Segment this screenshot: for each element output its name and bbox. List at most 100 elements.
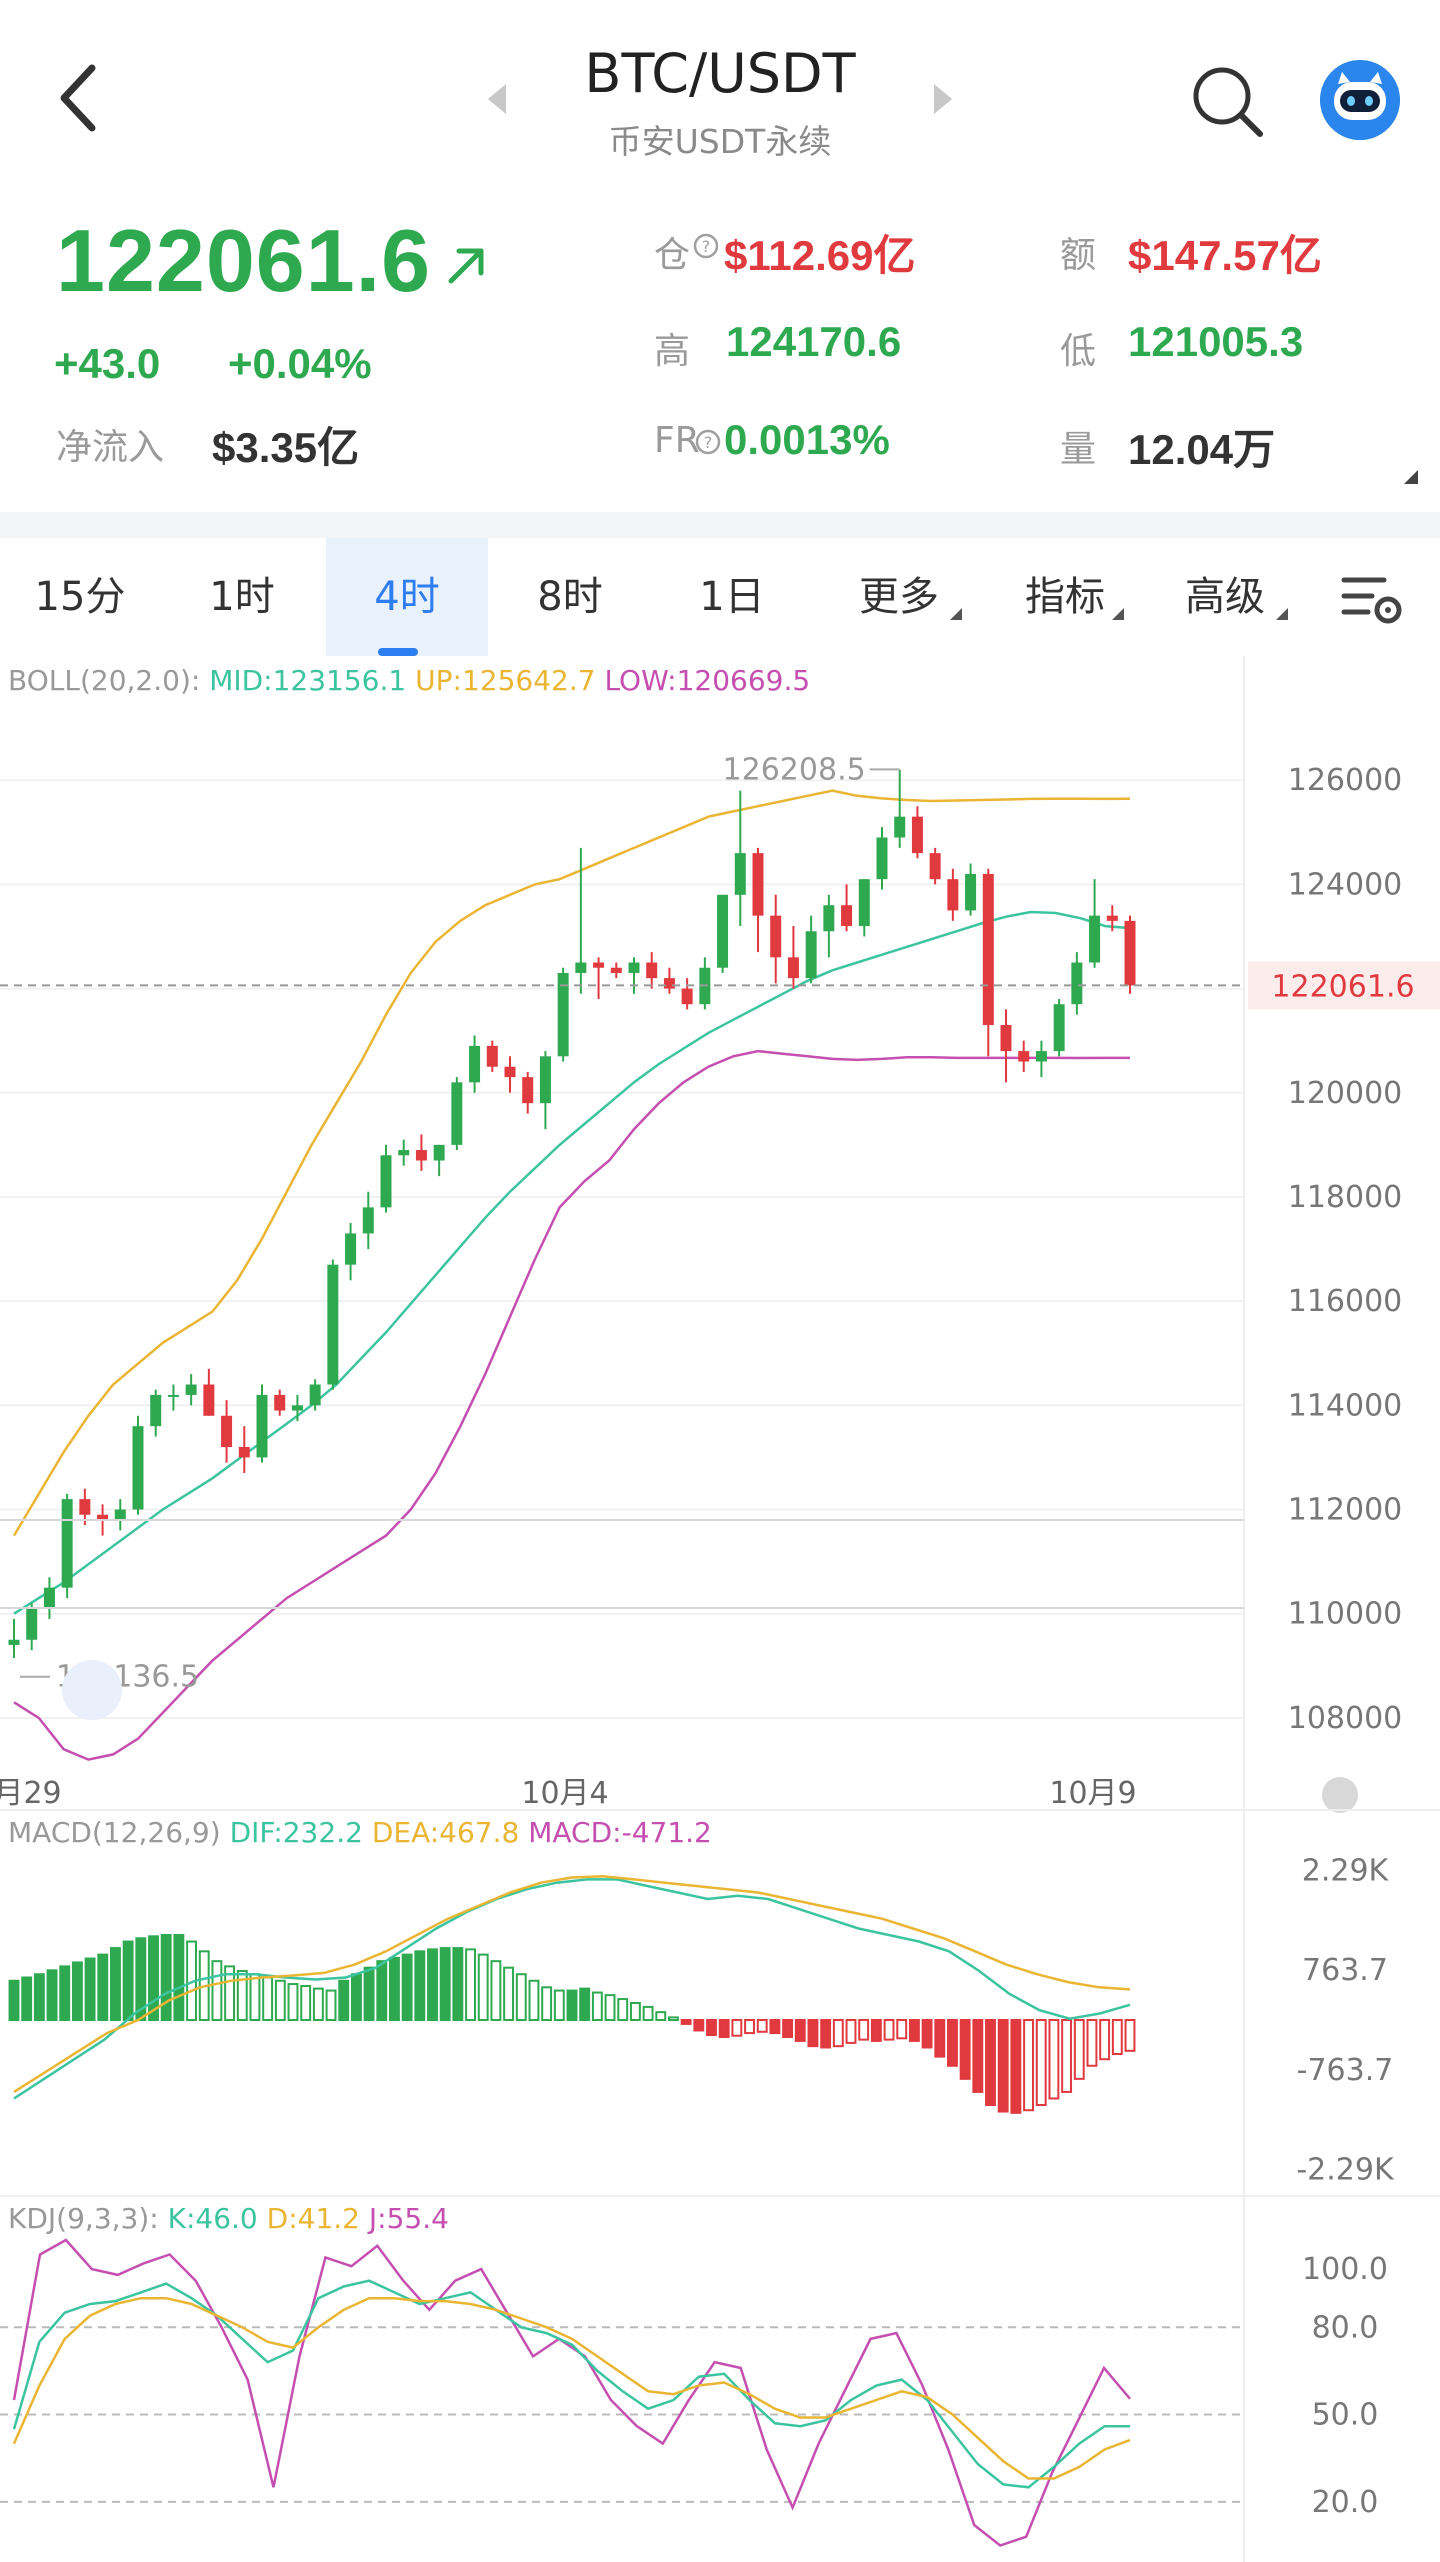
max-price-label: 126208.5	[723, 752, 866, 787]
candle-body	[1124, 920, 1136, 986]
macd-histogram-bar	[858, 2019, 870, 2041]
macd-histogram-bar	[503, 1966, 515, 2021]
chart-settings-icon[interactable]	[1340, 572, 1404, 628]
y-tick-label: 20.0	[1312, 2485, 1379, 2520]
candle-body	[858, 879, 870, 927]
turnover-label: 额	[1060, 235, 1097, 276]
candle-body	[894, 816, 906, 838]
help-icon[interactable]: ?	[694, 428, 722, 456]
candle-body	[167, 1394, 179, 1397]
y-tick-label: 112000	[1288, 1493, 1403, 1528]
candle-body	[362, 1207, 374, 1234]
up-arrow-icon	[448, 248, 484, 284]
y-tick-label: 124000	[1288, 867, 1403, 902]
tab-8h[interactable]: 8时	[537, 574, 603, 620]
tab-15m[interactable]: 15分	[34, 574, 126, 620]
candle-body	[327, 1264, 339, 1385]
macd-histogram-bar	[515, 1973, 527, 2021]
macd-histogram-bar	[693, 2019, 705, 2032]
tab-4h[interactable]: 4时	[326, 538, 488, 656]
expand-icon	[62, 1660, 122, 1720]
tab-more[interactable]: 更多	[859, 574, 939, 620]
macd-histogram-bar	[744, 2019, 755, 2035]
macd-histogram-bar	[325, 1989, 337, 2021]
candle-body	[557, 972, 569, 1057]
macd-histogram-bar	[59, 1965, 71, 2022]
candle-body	[398, 1150, 410, 1156]
kdj-d-line	[12, 2296, 1131, 2480]
macd-histogram-bar	[972, 2019, 984, 2093]
candle-body	[469, 1045, 481, 1083]
tab-advanced[interactable]: 高级	[1185, 574, 1265, 620]
macd-histogram-bar	[148, 1935, 159, 2022]
kline-chart[interactable]: BOLL(20,2.0): MID:123156.1 UP:125642.7 L…	[0, 656, 1440, 2562]
netflow-label: 净流入	[56, 427, 165, 468]
macd-histogram-bar	[287, 1983, 299, 2021]
candle-body	[1089, 915, 1101, 963]
y-tick-label: 110000	[1288, 1597, 1403, 1632]
macd-histogram-bar	[883, 2019, 895, 2041]
tab-indicators[interactable]: 指标	[1025, 574, 1105, 620]
macd-histogram-bar	[807, 2019, 819, 2048]
boll-low-line	[13, 1049, 1130, 1761]
candle-body	[522, 1077, 534, 1104]
candle-body	[415, 1150, 427, 1161]
candle-body	[610, 967, 622, 973]
prev-symbol-arrow[interactable]	[488, 84, 506, 114]
x-axis-label: 10月9	[1049, 1776, 1136, 1811]
candle-body	[717, 894, 729, 968]
search-icon[interactable]	[1188, 62, 1268, 142]
help-icon[interactable]: ?	[692, 232, 720, 260]
volume-value: 12.04万	[1128, 426, 1276, 473]
candle-body	[185, 1384, 197, 1395]
dropdown-corner-icon	[1276, 608, 1288, 620]
back-icon[interactable]	[52, 60, 108, 136]
macd-histogram-bar	[71, 1961, 83, 2022]
svg-text:?: ?	[704, 433, 713, 452]
macd-histogram-bar	[249, 1973, 261, 2021]
macd-histogram-bar	[414, 1950, 426, 2022]
macd-histogram-bar	[122, 1940, 134, 2021]
high-label: 高	[654, 331, 691, 372]
y-tick-label: 2.29K	[1302, 1853, 1390, 1888]
candle-body	[929, 853, 941, 880]
funding-rate-label: FR	[654, 420, 700, 461]
open-interest-value: $112.69亿	[724, 232, 916, 279]
candle-body	[947, 879, 959, 911]
macd-histogram-bar	[389, 1956, 400, 2022]
symbol-title[interactable]: BTC/USDT	[584, 42, 856, 105]
candle-body	[150, 1394, 162, 1427]
candle-body	[787, 957, 799, 979]
candle-body	[539, 1056, 551, 1104]
macd-histogram-bar	[135, 1937, 147, 2022]
macd-histogram-bar	[934, 2019, 946, 2058]
next-symbol-arrow[interactable]	[934, 84, 952, 114]
candle-body	[681, 988, 693, 1005]
tab-1d[interactable]: 1日	[699, 574, 765, 620]
macd-histogram-bar	[490, 1960, 502, 2021]
macd-histogram-bar	[794, 2019, 806, 2042]
candle-body	[291, 1405, 303, 1411]
candle-body	[1035, 1051, 1047, 1062]
open-interest-label: 仓	[654, 235, 691, 276]
exchange-subtitle: 币安USDT永续	[608, 122, 832, 161]
candle-body	[203, 1384, 215, 1416]
macd-dea-line	[13, 1874, 1131, 2093]
candle-body	[451, 1082, 463, 1145]
candle-body	[221, 1415, 233, 1448]
candle-body	[911, 816, 923, 854]
candle-body	[805, 931, 817, 979]
macd-histogram-bar	[465, 1948, 476, 2022]
candle-body	[79, 1499, 91, 1515]
kdj-k-line	[12, 2279, 1130, 2489]
macd-histogram-bar	[97, 1953, 109, 2021]
candle-body	[504, 1066, 516, 1078]
y-tick-label: 100.0	[1302, 2252, 1388, 2287]
candle-body	[876, 837, 888, 880]
macd-histogram-bar	[1061, 2019, 1073, 2093]
tab-1h[interactable]: 1时	[209, 574, 275, 620]
y-tick-label: -763.7	[1297, 2053, 1394, 2088]
macd-histogram-bar	[1023, 2019, 1034, 2112]
expand-corner-icon[interactable]	[1404, 470, 1418, 484]
robot-avatar-icon[interactable]	[1320, 60, 1400, 140]
